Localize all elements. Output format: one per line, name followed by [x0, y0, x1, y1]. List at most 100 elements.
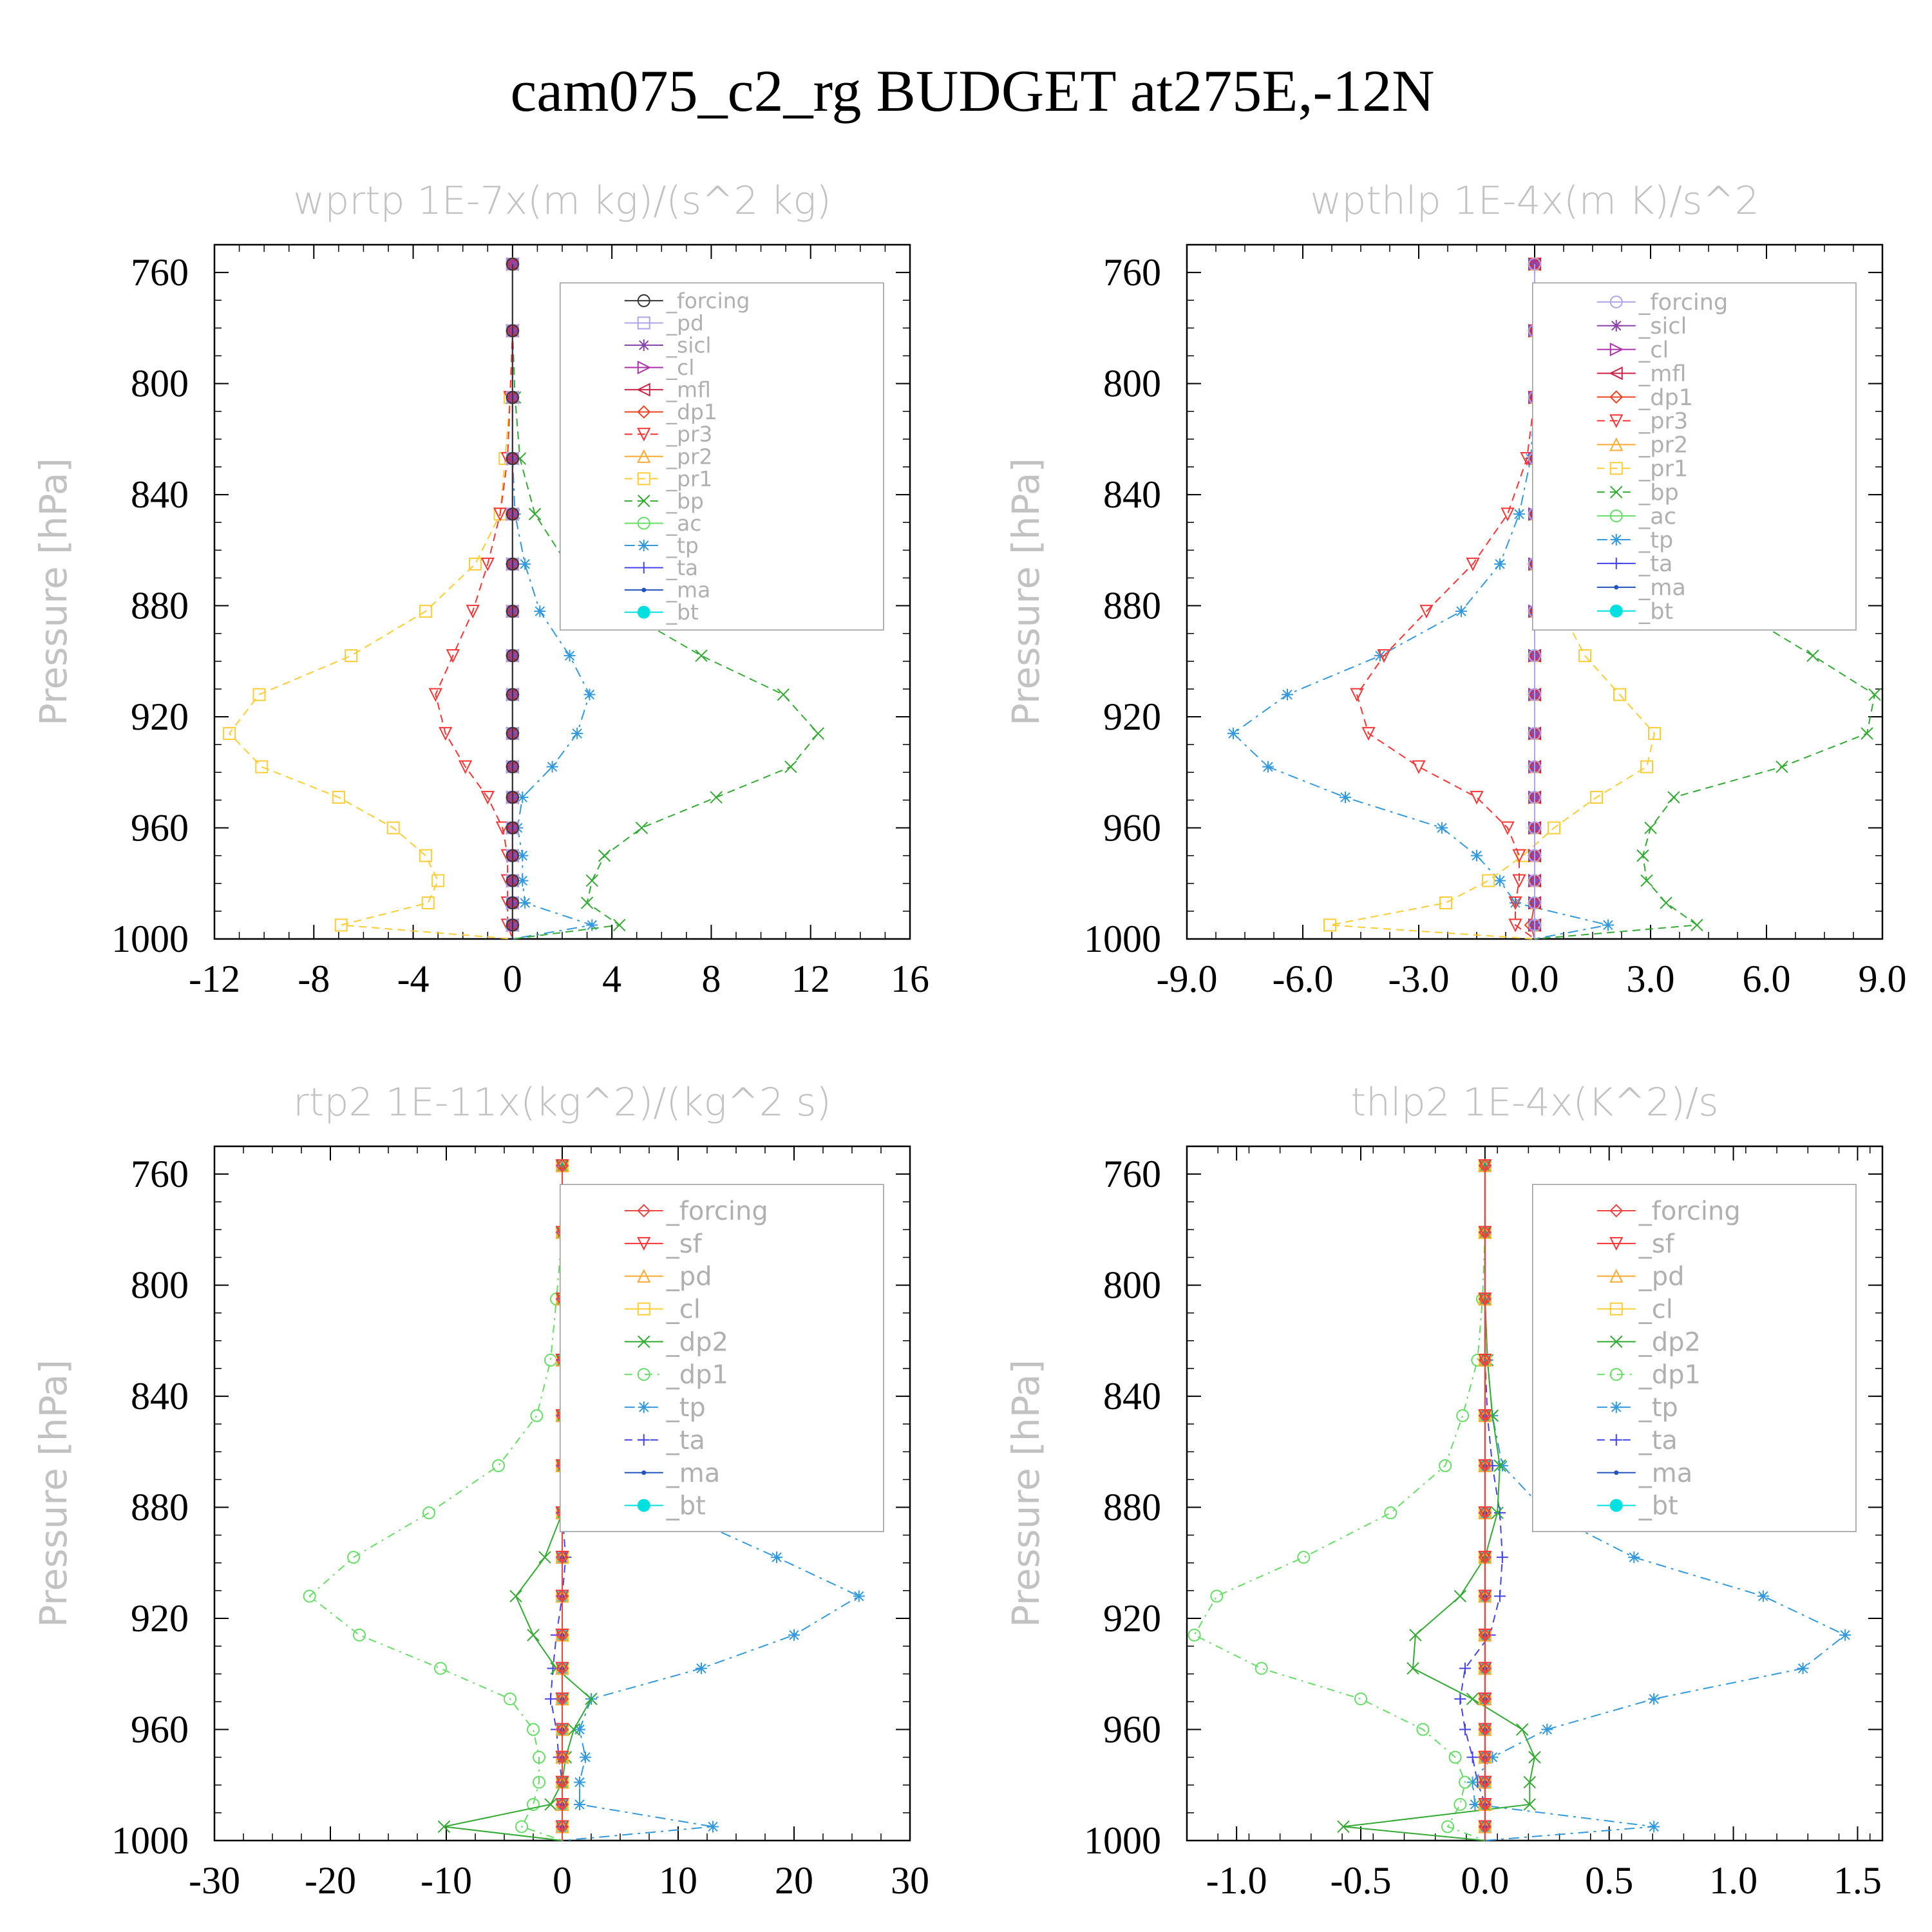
- data-point: [421, 896, 435, 909]
- data-point: [334, 918, 348, 932]
- legend-marker: [1609, 604, 1623, 618]
- data-point: [466, 605, 480, 619]
- data-point: [509, 1589, 522, 1603]
- data-point: [545, 1693, 556, 1705]
- data-point: [571, 727, 583, 739]
- y-tick-label: 1000: [111, 918, 189, 960]
- data-point: [580, 1751, 591, 1763]
- data-point: [1868, 688, 1881, 701]
- data-point: [1384, 1506, 1397, 1520]
- data-point: [516, 875, 529, 887]
- data-point: [544, 1354, 557, 1367]
- data-point: [1340, 791, 1351, 804]
- legend-label: _ma: [1638, 1459, 1692, 1488]
- series-line: [435, 264, 513, 940]
- data-point: [1470, 791, 1484, 805]
- data-point: [1757, 1590, 1769, 1602]
- data-point: [1590, 791, 1603, 804]
- data-point: [1466, 1692, 1479, 1705]
- y-tick-label: 800: [1103, 1264, 1161, 1307]
- y-tick-label: 1000: [1084, 1819, 1161, 1862]
- legend-marker: [1609, 1499, 1623, 1512]
- legend-label: _tp: [1638, 1393, 1678, 1423]
- data-point: [1501, 821, 1515, 835]
- data-point: [1493, 1459, 1506, 1472]
- legend-marker: [1610, 486, 1623, 498]
- data-point: [428, 688, 442, 702]
- data-point: [1478, 1292, 1492, 1306]
- data-point: [1210, 1589, 1224, 1603]
- legend-item: _forcing: [624, 289, 750, 313]
- data-point: [530, 1409, 544, 1423]
- data-point: [1636, 849, 1649, 862]
- data-point: [555, 1692, 569, 1706]
- chart-panel-2: wpthlp 1E-4x(m K)/s^2 Pressure [hPa] 760 80…: [1004, 178, 1907, 1000]
- legend-item: _dp2: [1596, 1327, 1701, 1357]
- legend-item: _tp: [1596, 1393, 1678, 1423]
- legend-marker: [638, 562, 650, 574]
- legend-marker: [638, 1434, 650, 1446]
- legend-label: _tp: [666, 1393, 706, 1423]
- legend-marker: [636, 383, 650, 397]
- legend-label: _ta: [666, 1426, 705, 1455]
- data-point: [1528, 918, 1541, 932]
- legend-label: _dp1: [666, 1360, 728, 1390]
- y-tick-label: 760: [131, 1153, 189, 1195]
- y-tick-label: 1000: [1084, 918, 1161, 960]
- y-tick-label: 960: [131, 1709, 189, 1751]
- legend-label: _cl: [666, 1295, 701, 1325]
- data-point: [1466, 1751, 1479, 1763]
- legend-marker: [1609, 1368, 1623, 1381]
- data-point: [1508, 896, 1522, 911]
- y-tick-label: 800: [131, 1264, 189, 1307]
- legend-item: _ma: [624, 1459, 720, 1488]
- legend-item: _bt: [624, 600, 699, 625]
- x-tick-label: -12: [189, 958, 240, 1000]
- data-point: [1454, 1693, 1466, 1705]
- data-point: [1455, 605, 1467, 618]
- data-point: [1797, 1662, 1809, 1674]
- data-point: [1471, 849, 1482, 862]
- data-point: [506, 649, 519, 663]
- data-point: [480, 557, 495, 572]
- data-point: [1690, 918, 1703, 932]
- x-tick-label: 1.0: [1709, 1859, 1757, 1902]
- legend-marker: [637, 428, 651, 442]
- data-point: [695, 649, 708, 662]
- figure-title: cam075_c2_rg BUDGET at275E,-12N: [510, 58, 1434, 124]
- legend-marker: [1609, 1236, 1624, 1251]
- legend-label: _ac: [666, 511, 702, 536]
- legend-item: _tp: [624, 1393, 706, 1423]
- legend-item: _ma: [1596, 574, 1686, 601]
- data-point: [419, 849, 432, 862]
- series-tp: [506, 258, 598, 940]
- legend-marker: [637, 1269, 651, 1283]
- series-dp1: [1188, 1159, 1492, 1841]
- data-point: [1528, 791, 1541, 804]
- series-pr3: [428, 258, 520, 940]
- panel-title: rtp2 1E-11x(kg^2)/(kg^2 s): [293, 1080, 831, 1125]
- data-point: [1806, 649, 1819, 662]
- data-point: [1188, 1628, 1201, 1642]
- legend-label: _forcing: [666, 1197, 768, 1226]
- data-point: [527, 1797, 540, 1811]
- x-tick-label: 3.0: [1627, 958, 1675, 1000]
- x-tick-label: -1.0: [1206, 1859, 1267, 1902]
- legend-marker: [637, 316, 650, 330]
- data-point: [1478, 1353, 1492, 1367]
- data-point: [255, 760, 269, 773]
- legend-label: _dp1: [666, 400, 717, 424]
- series-line: [511, 264, 819, 940]
- legend-item: _cl: [1596, 1295, 1673, 1325]
- data-point: [1227, 727, 1239, 739]
- data-point: [1628, 1551, 1640, 1564]
- legend-marker: [637, 1236, 651, 1251]
- data-point: [555, 1159, 569, 1173]
- data-point: [480, 791, 495, 805]
- legend-label: _forcing: [666, 289, 750, 313]
- legend-item: _sf: [1596, 1229, 1675, 1259]
- y-tick-label: 880: [131, 585, 189, 627]
- data-point: [1478, 1723, 1492, 1736]
- legend-marker: [1609, 462, 1623, 475]
- series-line: [1193, 1166, 1486, 1841]
